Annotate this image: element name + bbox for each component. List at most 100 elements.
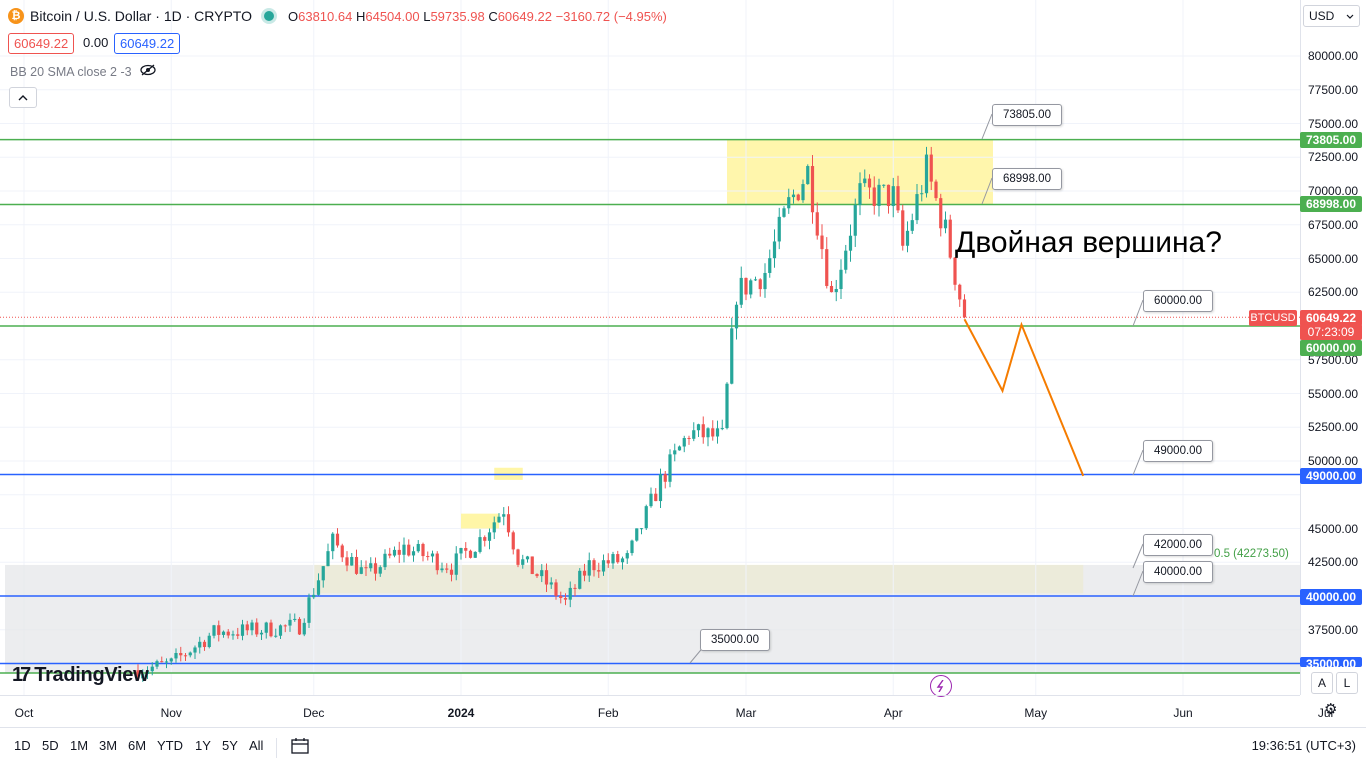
clock-timezone[interactable]: 19:36:51 (UTC+3) (1251, 738, 1356, 753)
candle-body (202, 641, 207, 648)
event-marker-icon[interactable] (930, 675, 952, 697)
indicator-legend[interactable]: BB 20 SMA close 2 -3 (10, 64, 156, 79)
price-label-73805: 73805.00 (1300, 132, 1362, 148)
range-ytd[interactable]: YTD (157, 738, 183, 753)
candle-body (331, 533, 335, 552)
candle-body (411, 551, 416, 556)
settings-gear-icon[interactable]: ⚙ (1324, 701, 1338, 718)
candle-body (150, 666, 154, 672)
callout-35000[interactable]: 35000.00 (700, 629, 770, 651)
candle-body (544, 570, 549, 585)
candle-body (948, 219, 952, 258)
candle-body (858, 183, 862, 206)
candle-body (236, 634, 240, 636)
candle-body (350, 556, 354, 566)
range-5y[interactable]: 5Y (222, 738, 238, 753)
candle-body (625, 553, 629, 559)
range-3m[interactable]: 3M (99, 738, 118, 753)
chart-plot-area[interactable] (0, 0, 1300, 695)
tradingview-logo[interactable]: 17 TradingView (12, 664, 149, 686)
candle-body (478, 537, 482, 552)
time-tick: 2024 (447, 706, 475, 720)
candle-body (825, 249, 829, 286)
price-tick: 52500.00 (1308, 420, 1359, 435)
double-top-annotation: Двойная вершина? (955, 226, 1222, 259)
symbol-legend[interactable]: ₿ Bitcoin / U.S. Dollar · 1D · CRYPTO O6… (8, 8, 667, 24)
callout-leader (981, 177, 993, 205)
eye-hidden-icon[interactable] (139, 64, 156, 79)
candlestick-chart[interactable] (0, 0, 1300, 695)
candle-body (806, 166, 810, 185)
candle-body (730, 328, 734, 384)
log-scale-button[interactable]: L (1336, 672, 1358, 694)
current-price-label: 60649.22 (1300, 310, 1362, 326)
symbol-title[interactable]: Bitcoin / U.S. Dollar · 1D · CRYPTO (30, 8, 252, 24)
callout-73805[interactable]: 73805.00 (992, 104, 1062, 126)
candle-body (915, 194, 919, 221)
candle-body (620, 558, 625, 563)
candle-body (749, 280, 753, 295)
candle-body (274, 635, 278, 637)
price-tick: 42500.00 (1308, 555, 1359, 570)
candle-body (677, 446, 682, 451)
market-status-icon[interactable] (263, 11, 274, 21)
range-1m[interactable]: 1M (70, 738, 89, 753)
sell-price-button[interactable]: 60649.22 (8, 33, 75, 54)
candle-body (763, 272, 767, 290)
range-all[interactable]: All (249, 738, 264, 753)
candle-body (962, 299, 967, 318)
candle-body (321, 566, 325, 581)
time-tick: Apr (883, 706, 903, 720)
candle-body (464, 548, 468, 551)
time-tick: May (1024, 706, 1048, 720)
candle-body (487, 532, 492, 541)
indicator-label[interactable]: BB 20 SMA close 2 -3 (10, 64, 132, 79)
candle-body (592, 560, 596, 571)
price-tick: 65000.00 (1308, 251, 1359, 266)
candle-body (939, 198, 943, 229)
candle-body (259, 632, 264, 635)
candle-body (164, 661, 169, 663)
callout-40000[interactable]: 40000.00 (1143, 561, 1213, 583)
candle-body (924, 154, 929, 194)
price-tick: 67500.00 (1308, 217, 1359, 232)
callout-60000[interactable]: 60000.00 (1143, 290, 1213, 312)
time-tick: Oct (14, 706, 34, 720)
candle-body (207, 635, 211, 648)
candle-body (905, 230, 910, 246)
callout-49000[interactable]: 49000.00 (1143, 440, 1213, 462)
bar-countdown-label: 07:23:09 (1300, 324, 1362, 340)
candle-body (953, 257, 957, 285)
candle-body (739, 277, 743, 305)
price-label-68998: 68998.00 (1300, 196, 1362, 212)
buy-price-button[interactable]: 60649.22 (114, 33, 181, 54)
price-tick: 72500.00 (1308, 150, 1359, 165)
candle-body (597, 570, 601, 572)
candle-body (753, 279, 758, 281)
toolbar-divider (276, 738, 277, 758)
currency-select[interactable]: USD (1303, 5, 1360, 27)
range-1y[interactable]: 1Y (195, 738, 211, 753)
candle-body (582, 570, 587, 576)
candle-body (715, 428, 720, 437)
candle-body (877, 184, 881, 206)
candle-body (483, 537, 487, 541)
range-5d[interactable]: 5D (42, 738, 59, 753)
projection-path (963, 318, 1085, 477)
callout-68998[interactable]: 68998.00 (992, 168, 1062, 190)
candle-body (530, 556, 534, 575)
candle-body (853, 205, 857, 236)
candle-body (886, 184, 891, 207)
candle-body (468, 550, 473, 558)
range-6m[interactable]: 6M (128, 738, 147, 753)
candle-body (293, 618, 297, 620)
date-range-calendar-icon[interactable] (290, 737, 310, 760)
range-1d[interactable]: 1D (14, 738, 31, 753)
bitcoin-icon: ₿ (8, 8, 24, 24)
collapse-legend-button[interactable] (9, 87, 37, 108)
auto-scale-button[interactable]: A (1311, 672, 1333, 694)
candle-body (373, 563, 378, 574)
time-axis[interactable]: Oct Nov Dec 2024 Feb Mar Apr May Jun Jul (0, 695, 1333, 726)
spread-value: 0.00 (83, 33, 109, 52)
callout-42000[interactable]: 42000.00 (1143, 534, 1213, 556)
